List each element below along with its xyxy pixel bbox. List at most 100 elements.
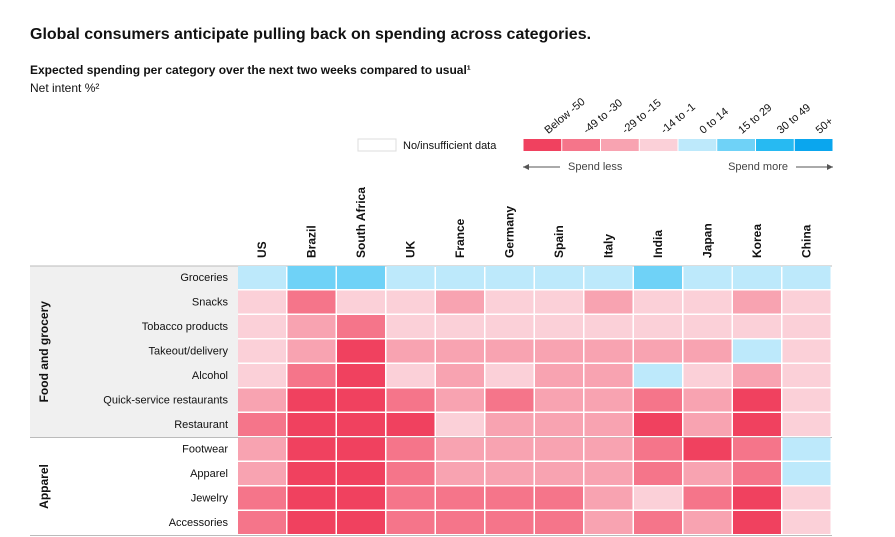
cell: [287, 339, 336, 363]
arrow-left-head: [523, 164, 529, 170]
cell: [733, 388, 781, 412]
cell: [535, 437, 583, 461]
cell: [337, 437, 385, 461]
cell: [287, 388, 336, 412]
row-label: Snacks: [192, 297, 229, 309]
legend-swatch: [678, 139, 717, 151]
cell: [436, 339, 484, 363]
cell: [337, 413, 385, 436]
row-label: Quick-service restaurants: [103, 395, 228, 407]
cell: [584, 486, 633, 510]
row-label: Groceries: [180, 272, 228, 284]
cell: [782, 339, 831, 363]
group-label: Apparel: [37, 464, 51, 509]
cell: [485, 486, 534, 510]
cell: [436, 290, 484, 314]
cell: [287, 413, 336, 436]
cell: [287, 290, 336, 314]
cell: [683, 339, 732, 363]
legend-label: 15 to 29: [736, 102, 774, 137]
cell: [238, 437, 286, 461]
column-label: Japan: [700, 223, 714, 258]
cell: [733, 486, 781, 510]
cell: [634, 364, 682, 387]
cell: [436, 462, 484, 485]
cell: [634, 413, 682, 436]
cell: [683, 486, 732, 510]
group-band: [30, 266, 238, 438]
cell: [386, 266, 435, 289]
legend-label: Below -50: [542, 96, 587, 137]
cell: [485, 315, 534, 338]
group-label: Food and grocery: [37, 301, 51, 403]
cell: [535, 339, 583, 363]
cell: [535, 413, 583, 436]
no-data-label: No/insufficient data: [403, 140, 497, 152]
cell: [782, 511, 831, 534]
cell: [238, 266, 286, 289]
column-label: UK: [403, 240, 417, 258]
cell: [584, 290, 633, 314]
cell: [386, 511, 435, 534]
column-label: Korea: [750, 224, 764, 258]
cell: [634, 315, 682, 338]
cell: [733, 511, 781, 534]
cell: [337, 315, 385, 338]
cell: [386, 413, 435, 436]
legend-label: 0 to 14: [697, 106, 730, 137]
cell: [683, 511, 732, 534]
cell: [238, 364, 286, 387]
cell: [386, 364, 435, 387]
cell: [634, 266, 682, 289]
column-label: US: [255, 241, 269, 258]
row-label: Tobacco products: [142, 321, 229, 333]
row-label: Takeout/delivery: [149, 346, 229, 358]
cell: [733, 437, 781, 461]
cell: [485, 290, 534, 314]
column-label: Spain: [552, 225, 566, 258]
cell: [584, 266, 633, 289]
cell: [535, 462, 583, 485]
cell: [337, 290, 385, 314]
cell: [733, 315, 781, 338]
row-label: Accessories: [169, 517, 229, 529]
cell: [535, 511, 583, 534]
column-label: Brazil: [304, 225, 318, 258]
cell: [485, 437, 534, 461]
cell: [337, 511, 385, 534]
spend-more: Spend more: [728, 161, 788, 173]
column-label: South Africa: [354, 187, 368, 258]
cell: [238, 486, 286, 510]
cell: [238, 315, 286, 338]
cell: [337, 266, 385, 289]
cell: [584, 315, 633, 338]
cell: [535, 266, 583, 289]
column-label: Italy: [601, 234, 615, 258]
cell: [436, 486, 484, 510]
cell: [535, 315, 583, 338]
cell: [287, 315, 336, 338]
cell: [584, 364, 633, 387]
cell: [782, 266, 831, 289]
cell: [683, 315, 732, 338]
unit-label: Net intent %²: [30, 81, 99, 95]
row-label: Restaurant: [174, 419, 228, 431]
cell: [436, 388, 484, 412]
cell: [683, 364, 732, 387]
legend-swatch: [756, 139, 794, 151]
no-data-swatch: [357, 138, 397, 152]
arrow-right-head: [827, 164, 833, 170]
cell: [683, 413, 732, 436]
cell: [238, 413, 286, 436]
row-label: Alcohol: [192, 370, 228, 382]
legend-label: 50+: [814, 115, 836, 136]
column-label: India: [651, 230, 665, 258]
cell: [287, 266, 336, 289]
cell: [683, 266, 732, 289]
cell: [535, 364, 583, 387]
legend-swatch: [794, 139, 833, 151]
cell: [535, 388, 583, 412]
cell: [733, 339, 781, 363]
row-label: Apparel: [190, 468, 228, 480]
cell: [386, 388, 435, 412]
